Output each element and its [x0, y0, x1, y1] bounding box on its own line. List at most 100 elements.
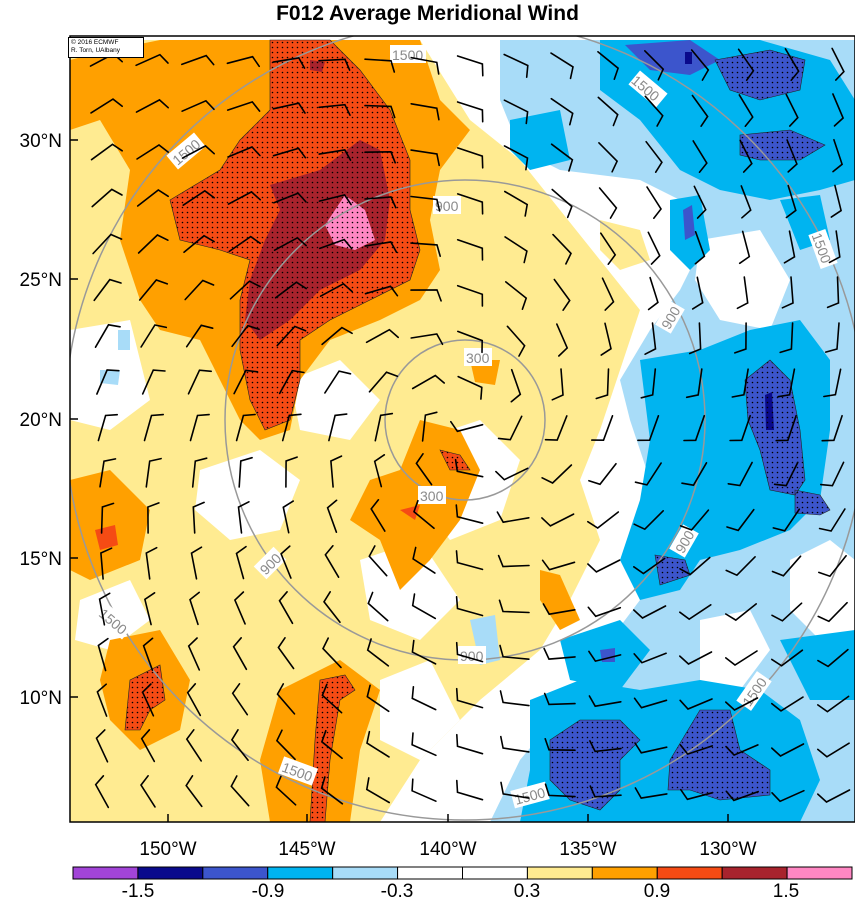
- wind-barb: [97, 413, 118, 442]
- colorbar-swatch: [72, 866, 139, 880]
- colorbar-swatch: [267, 866, 334, 880]
- wind-barb: [740, 185, 752, 219]
- wind-barb: [552, 233, 572, 265]
- wind-barb: [818, 555, 847, 578]
- wind-barb: [683, 414, 706, 442]
- wind-barb: [228, 235, 261, 253]
- wind-barb: [600, 322, 612, 356]
- wind-barb: [821, 414, 843, 442]
- wind-barb: [503, 53, 529, 78]
- wind-barb: [826, 276, 840, 309]
- wind-barb: [411, 639, 437, 665]
- wind-barb: [784, 48, 800, 81]
- wind-barb: [679, 509, 710, 531]
- wind-barb: [368, 371, 399, 393]
- positive-wind-fill: [70, 39, 770, 822]
- wind-barb: [456, 147, 484, 169]
- wind-barb: [771, 696, 804, 712]
- wind-barb: [495, 467, 529, 481]
- wind-barb: [411, 593, 437, 620]
- wind-barb: [318, 193, 352, 206]
- wind-barb: [832, 93, 845, 127]
- wind-barb: [771, 555, 802, 577]
- wind-barb: [646, 186, 662, 219]
- wind-barb: [457, 375, 483, 400]
- map-frame: [69, 35, 855, 823]
- wind-barb: [93, 278, 122, 302]
- wind-barb: [500, 735, 530, 753]
- lat-label: 15°N: [20, 549, 62, 570]
- wind-barb: [135, 98, 169, 113]
- wind-barb: [543, 647, 576, 660]
- map-title: F012 Average Meridional Wind: [276, 2, 579, 25]
- wind-barb: [598, 142, 619, 173]
- wind-barb: [138, 279, 169, 301]
- wind-barb: [411, 778, 437, 802]
- wind-barb: [633, 652, 667, 664]
- credit-box: © 2016 ECMWF R. Torn, UAlbany: [68, 37, 144, 58]
- wind-barb: [364, 104, 396, 119]
- wind-barb: [550, 97, 574, 126]
- wind-barb: [817, 648, 849, 668]
- wind-barb: [410, 56, 440, 75]
- lon-label: 140°W: [419, 839, 476, 860]
- wind-barb: [633, 510, 664, 531]
- wind-barb: [364, 150, 396, 164]
- wind-barb: [498, 599, 530, 614]
- wind-barb: [589, 785, 622, 798]
- wind-barb: [828, 230, 841, 264]
- wind-barb: [233, 369, 259, 395]
- wind-barb: [141, 369, 166, 395]
- wind-barb: [186, 683, 202, 717]
- wind-barb: [633, 557, 666, 575]
- range-ring-300km: [384, 339, 546, 501]
- wind-barb: [739, 139, 753, 173]
- wind-barb: [634, 787, 668, 799]
- wind-barb: [277, 637, 295, 670]
- wind-barb: [328, 413, 348, 442]
- lat-label: 10°N: [20, 688, 62, 709]
- wind-barb: [99, 458, 117, 488]
- wind-barb: [227, 146, 261, 158]
- wind-barb: [496, 511, 530, 524]
- wind-barb: [783, 230, 796, 264]
- wind-barb: [690, 49, 710, 81]
- wind-barb: [410, 149, 440, 167]
- lon-label: 135°W: [559, 839, 616, 860]
- wind-barb: [456, 55, 484, 77]
- wind-barb: [318, 58, 351, 71]
- colorbar: [72, 866, 853, 880]
- wind-barb: [504, 190, 529, 217]
- wind-barb: [456, 733, 484, 755]
- wind-barb: [588, 650, 622, 663]
- wind-barb: [587, 559, 621, 573]
- contour-label: 1500: [513, 784, 547, 808]
- wind-barb: [738, 94, 754, 127]
- wind-barb: [731, 368, 749, 398]
- wind-barb: [411, 732, 437, 757]
- wind-barb: [189, 591, 200, 626]
- colorbar-swatch: [462, 866, 528, 880]
- wind-barb: [771, 789, 805, 803]
- wind-barb: [366, 638, 390, 667]
- wind-barb: [364, 241, 398, 253]
- wind-barb: [550, 52, 574, 80]
- wind-barb: [192, 501, 205, 534]
- wind-barb: [456, 284, 484, 307]
- wind-barb: [96, 369, 120, 395]
- wind-barb: [456, 193, 484, 215]
- wind-barb: [235, 413, 256, 442]
- wind-barb: [182, 189, 215, 206]
- wind-barb: [455, 687, 484, 709]
- wind-barb: [189, 413, 210, 442]
- wind-barb: [640, 368, 657, 399]
- wind-barb: [817, 695, 850, 713]
- wind-barb: [272, 57, 306, 69]
- credit-line: R. Torn, UAlbany: [71, 47, 121, 54]
- wind-barb: [272, 102, 306, 114]
- wind-barb: [275, 775, 297, 806]
- colorbar-swatch: [397, 866, 464, 880]
- lat-label: 20°N: [20, 410, 62, 431]
- wind-barb: [321, 326, 353, 346]
